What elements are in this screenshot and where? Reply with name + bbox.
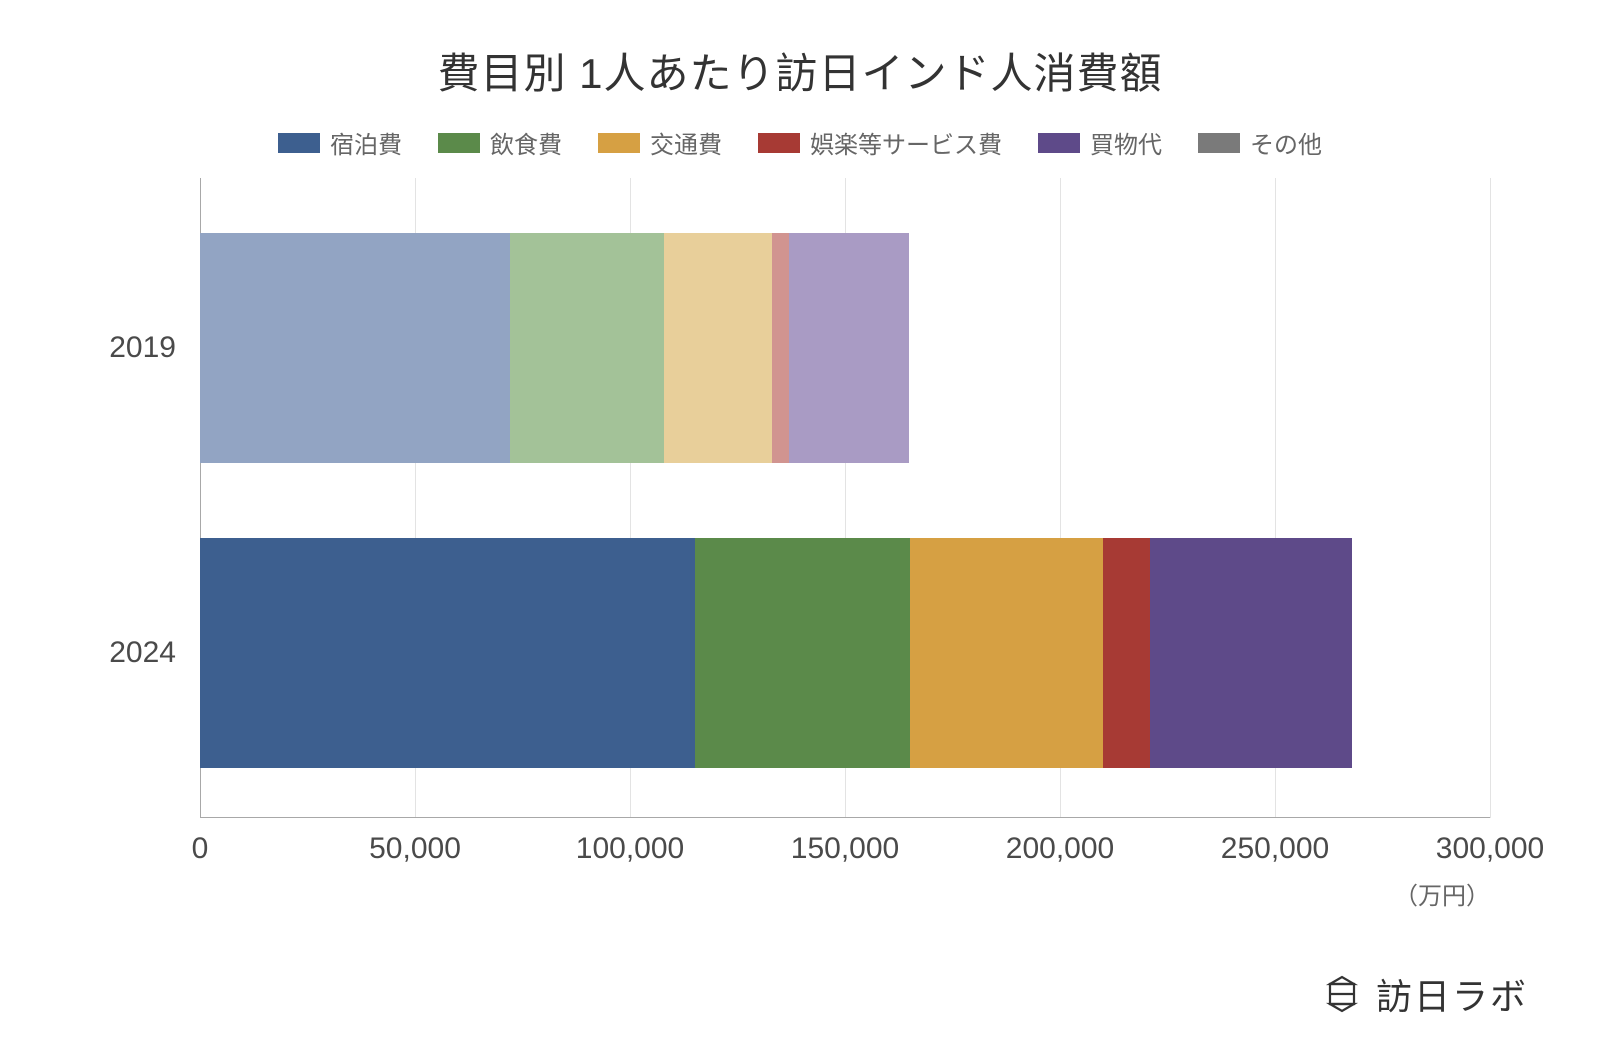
x-tick-label: 0 [192,832,209,866]
bar-segment-food [510,233,665,463]
bar-segment-transport [910,538,1104,768]
bar-segment-lodging [200,538,695,768]
x-axis-line [200,817,1490,818]
bar-segment-entertainment [1103,538,1150,768]
legend-label: その他 [1250,125,1322,160]
chart-container: 費目別 1人あたり訪日インド人消費額 宿泊費 飲食費 交通費 娯楽等サービス費 買物代 そ… [0,0,1600,1048]
bar-segment-lodging [200,233,510,463]
legend-swatch [438,133,480,153]
legend-label: 交通費 [650,125,722,160]
y-category-label: 2024 [109,636,200,670]
legend-item-food: 飲食費 [438,125,562,160]
bar-row-2019 [200,233,1490,463]
x-tick-label: 100,000 [576,832,684,866]
x-tick-label: 50,000 [369,832,461,866]
legend-label: 娯楽等サービス費 [810,125,1002,160]
bar-segment-transport [664,233,772,463]
bar-segment-shopping [1150,538,1352,768]
legend-swatch [598,133,640,153]
x-tick-label: 150,000 [791,832,899,866]
legend: 宿泊費 飲食費 交通費 娯楽等サービス費 買物代 その他 [70,125,1530,160]
chart-title: 費目別 1人あたり訪日インド人消費額 [70,40,1530,101]
bar-segment-shopping [789,233,909,463]
legend-swatch [1198,133,1240,153]
plot-area: （万円） 050,000100,000150,000200,000250,000… [200,178,1490,818]
attribution: 訪日ラボ [1322,968,1528,1020]
legend-item-shopping: 買物代 [1038,125,1162,160]
legend-label: 飲食費 [490,125,562,160]
legend-item-entertainment: 娯楽等サービス費 [758,125,1002,160]
legend-swatch [758,133,800,153]
attribution-logo-icon [1322,974,1362,1014]
bar-row-2024 [200,538,1490,768]
bar-segment-food [695,538,910,768]
grid-line [1490,178,1491,818]
legend-item-other: その他 [1198,125,1322,160]
legend-swatch [1038,133,1080,153]
attribution-text: 訪日ラボ [1376,968,1528,1020]
bar-segment-entertainment [772,233,789,463]
legend-item-lodging: 宿泊費 [278,125,402,160]
x-axis-unit: （万円） [1394,876,1490,911]
x-tick-label: 200,000 [1006,832,1114,866]
legend-label: 宿泊費 [330,125,402,160]
x-tick-label: 250,000 [1221,832,1329,866]
legend-label: 買物代 [1090,125,1162,160]
legend-item-transport: 交通費 [598,125,722,160]
legend-swatch [278,133,320,153]
x-tick-label: 300,000 [1436,832,1544,866]
y-category-label: 2019 [109,331,200,365]
